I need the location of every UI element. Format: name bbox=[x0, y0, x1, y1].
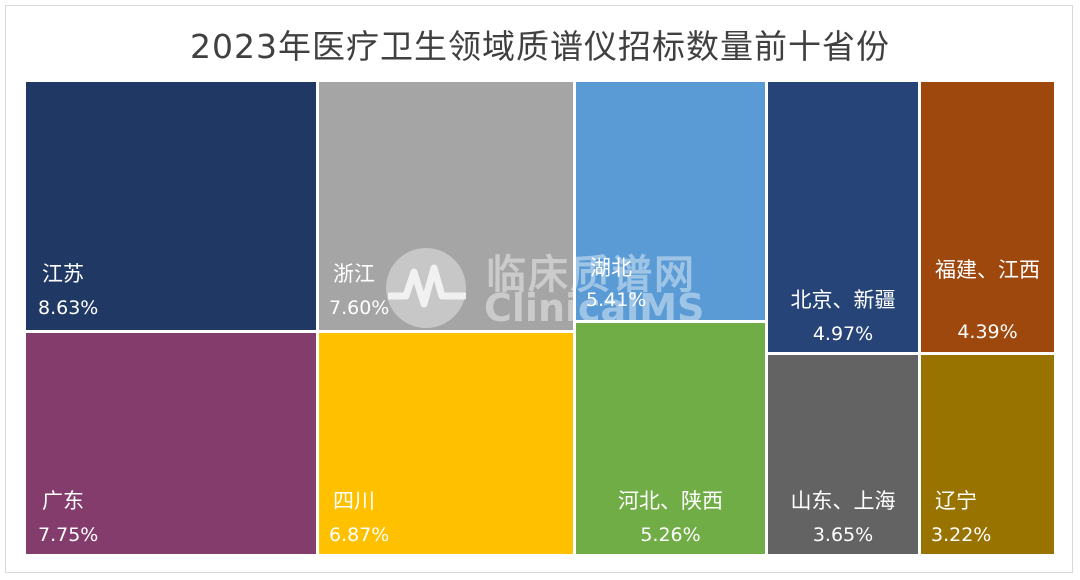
tile-label: 北京、新疆 bbox=[790, 288, 896, 312]
treemap-tile: 北京、新疆 4.97% bbox=[768, 82, 918, 352]
tile-label: 湖北 bbox=[590, 256, 632, 280]
treemap-tile: 浙江 7.60% bbox=[319, 82, 573, 330]
tile-value: 8.63% bbox=[38, 297, 99, 319]
tile-value: 3.22% bbox=[931, 524, 992, 546]
treemap-tile: 四川 6.87% bbox=[319, 333, 573, 554]
tile-label: 福建、江西 bbox=[935, 258, 1040, 282]
tile-label: 浙江 bbox=[333, 262, 375, 286]
tile-value: 5.26% bbox=[640, 524, 701, 546]
tile-label: 河北、陕西 bbox=[618, 489, 723, 513]
treemap-tile: 山东、上海 3.65% bbox=[768, 355, 918, 554]
tile-value: 3.65% bbox=[812, 524, 874, 546]
tile-value: 4.39% bbox=[957, 321, 1018, 343]
treemap-tile: 广东 7.75% bbox=[26, 333, 316, 554]
tile-value: 5.41% bbox=[586, 289, 647, 311]
treemap-tile: 福建、江西 4.39% bbox=[921, 82, 1054, 352]
chart-title: 2023年医疗卫生领域质谱仪招标数量前十省份 bbox=[190, 27, 890, 66]
tile-value: 7.75% bbox=[38, 524, 99, 546]
treemap-tile: 湖北 5.41% bbox=[576, 82, 765, 320]
tile-label: 山东、上海 bbox=[790, 489, 896, 513]
tile-label: 四川 bbox=[333, 489, 375, 513]
tile-label: 广东 bbox=[42, 489, 84, 513]
tile-label: 辽宁 bbox=[935, 489, 977, 513]
treemap-tile: 辽宁 3.22% bbox=[921, 355, 1054, 554]
tile-value: 4.97% bbox=[812, 323, 874, 345]
tile-value: 7.60% bbox=[329, 297, 390, 319]
treemap-tile: 江苏 8.63% bbox=[26, 82, 316, 330]
tile-label: 江苏 bbox=[42, 262, 84, 286]
treemap-tile: 河北、陕西 5.26% bbox=[576, 323, 765, 554]
tile-value: 6.87% bbox=[329, 524, 390, 546]
